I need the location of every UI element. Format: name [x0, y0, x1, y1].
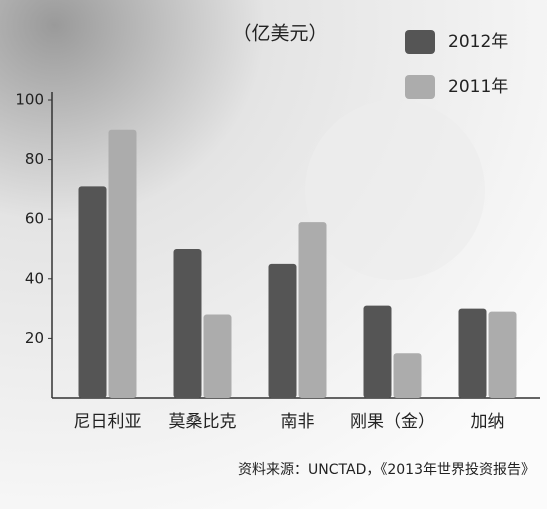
bar — [204, 315, 232, 398]
x-tick-label: 尼日利亚 — [74, 412, 142, 432]
x-tick-label: 加纳 — [471, 412, 505, 432]
bar — [79, 186, 107, 398]
legend-swatch — [405, 30, 435, 54]
y-tick-label: 80 — [25, 150, 44, 168]
y-tick-label: 40 — [25, 269, 44, 287]
chart-title: （亿美元） — [232, 23, 327, 45]
y-tick-label: 100 — [15, 91, 44, 109]
y-tick-label: 20 — [25, 329, 44, 347]
bar — [459, 309, 487, 398]
chart: （亿美元） 资料来源：UNCTAD，《2013年世界投资报告》 20 40 60 80… — [0, 0, 547, 509]
legend-swatch — [405, 75, 435, 99]
bar — [174, 249, 202, 398]
bar — [269, 264, 297, 398]
legend-label: 2012年 — [448, 32, 508, 52]
decoration — [305, 100, 485, 280]
x-tick-label: 南非 — [281, 412, 315, 432]
bar — [109, 130, 137, 398]
bar — [364, 306, 392, 398]
bar — [299, 222, 327, 398]
legend-label: 2011年 — [448, 77, 508, 97]
bar — [489, 312, 517, 398]
bar — [394, 353, 422, 398]
y-tick-label: 60 — [25, 210, 44, 228]
source-note: 资料来源：UNCTAD，《2013年世界投资报告》 — [238, 462, 535, 478]
x-tick-label: 刚果（金） — [350, 412, 435, 432]
x-tick-label: 莫桑比克 — [169, 412, 237, 432]
